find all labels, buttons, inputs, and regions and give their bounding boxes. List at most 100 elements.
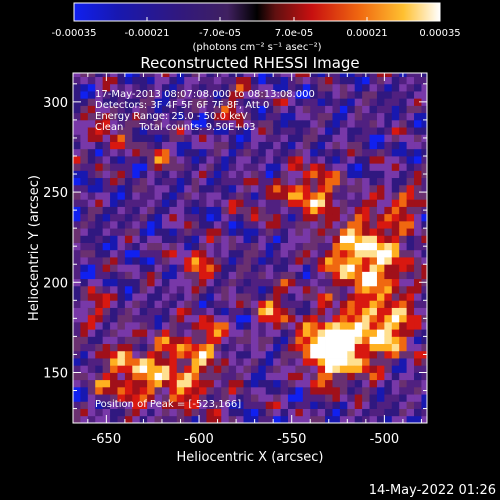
heatmap-cell	[310, 365, 319, 373]
heatmap-cell	[176, 213, 185, 222]
heatmap-cell	[124, 350, 133, 359]
heatmap-cell	[139, 401, 148, 409]
heatmap-cell	[332, 199, 341, 207]
heatmap-cell	[287, 394, 296, 402]
heatmap-cell	[347, 220, 356, 229]
heatmap-cell	[376, 394, 385, 402]
heatmap-cell	[265, 119, 274, 128]
heatmap-cell	[191, 343, 200, 352]
heatmap-cell	[369, 184, 378, 193]
heatmap-cell	[273, 314, 281, 323]
heatmap-cell	[391, 271, 400, 280]
heatmap-cell	[191, 213, 200, 222]
heatmap-cell	[184, 199, 193, 207]
heatmap-cell	[414, 148, 422, 157]
heatmap-cell	[221, 228, 230, 236]
heatmap-cell	[95, 76, 104, 85]
heatmap-cell	[369, 127, 378, 135]
heatmap-cell	[184, 242, 193, 251]
heatmap-cell	[73, 285, 81, 294]
heatmap-cell	[332, 257, 341, 265]
heatmap-cell	[221, 271, 230, 280]
heatmap-cell	[243, 372, 252, 381]
heatmap-cell	[317, 177, 326, 186]
heatmap-cell	[317, 76, 326, 85]
heatmap-cell	[376, 285, 385, 294]
heatmap-cell	[102, 307, 111, 316]
heatmap-cell	[250, 386, 259, 395]
heatmap-cell	[287, 83, 296, 92]
heatmap-cell	[213, 127, 222, 135]
heatmap-cell	[287, 249, 296, 258]
heatmap-cell	[184, 293, 193, 301]
heatmap-cell	[73, 321, 81, 330]
heatmap-cell	[273, 170, 281, 179]
heatmap-cell	[302, 386, 311, 395]
heatmap-cell	[310, 394, 319, 402]
heatmap-cell	[295, 249, 304, 258]
heatmap-cell	[273, 386, 281, 395]
heatmap-cell	[132, 148, 141, 157]
heatmap-cell	[347, 264, 356, 272]
heatmap-cell	[310, 343, 319, 352]
heatmap-cell	[384, 365, 393, 373]
heatmap-cell	[132, 177, 141, 186]
heatmap-cell	[147, 134, 155, 142]
heatmap-cell	[354, 213, 363, 222]
heatmap-cell	[199, 235, 207, 243]
heatmap-cell	[302, 249, 311, 258]
heatmap-cell	[184, 73, 193, 78]
heatmap-cell	[376, 307, 385, 316]
heatmap-cell	[258, 76, 267, 85]
heatmap-cell	[332, 192, 341, 200]
heatmap-cell	[406, 343, 415, 352]
heatmap-cell	[154, 336, 163, 345]
heatmap-cell	[317, 213, 326, 222]
heatmap-cell	[376, 358, 385, 366]
heatmap-cell	[95, 329, 104, 337]
heatmap-cell	[362, 249, 370, 258]
heatmap-cell	[406, 278, 415, 287]
heatmap-cell	[147, 105, 155, 114]
heatmap-cell	[302, 321, 311, 330]
heatmap-cell	[302, 170, 311, 179]
heatmap-cell	[391, 249, 400, 258]
heatmap-cell	[258, 293, 267, 301]
heatmap-cell	[73, 264, 81, 272]
heatmap-cell	[280, 235, 289, 243]
heatmap-cell	[317, 119, 326, 128]
heatmap-cell	[317, 199, 326, 207]
heatmap-cell	[139, 91, 148, 99]
colorbar-ticks	[73, 17, 441, 21]
heatmap-cell	[213, 379, 222, 388]
heatmap-cell	[102, 271, 111, 280]
heatmap-cell	[95, 336, 104, 345]
heatmap-cell	[87, 300, 96, 308]
heatmap-cell	[213, 300, 222, 308]
heatmap-cell	[87, 141, 96, 150]
heatmap-cell	[369, 285, 378, 294]
heatmap-cell	[139, 148, 148, 157]
heatmap-cell	[347, 213, 356, 222]
heatmap-cell	[421, 228, 427, 236]
heatmap-cell	[124, 415, 133, 423]
heatmap-cell	[295, 76, 304, 85]
heatmap-cell	[206, 228, 215, 236]
heatmap-cell	[280, 307, 289, 316]
heatmap-cell	[161, 358, 170, 366]
heatmap-cell	[87, 314, 96, 323]
heatmap-cell	[95, 155, 104, 164]
heatmap-cell	[325, 127, 333, 135]
heatmap-cell	[399, 293, 408, 301]
heatmap-cell	[206, 336, 215, 345]
heatmap-cell	[339, 314, 348, 323]
heatmap-cell	[317, 300, 326, 308]
heatmap-cell	[95, 394, 104, 402]
heatmap-cell	[124, 98, 133, 106]
heatmap-cell	[258, 343, 267, 352]
heatmap-cell	[406, 321, 415, 330]
heatmap-cell	[391, 213, 400, 222]
heatmap-cell	[147, 264, 155, 272]
heatmap-cell	[399, 350, 408, 359]
heatmap-cell	[154, 177, 163, 186]
